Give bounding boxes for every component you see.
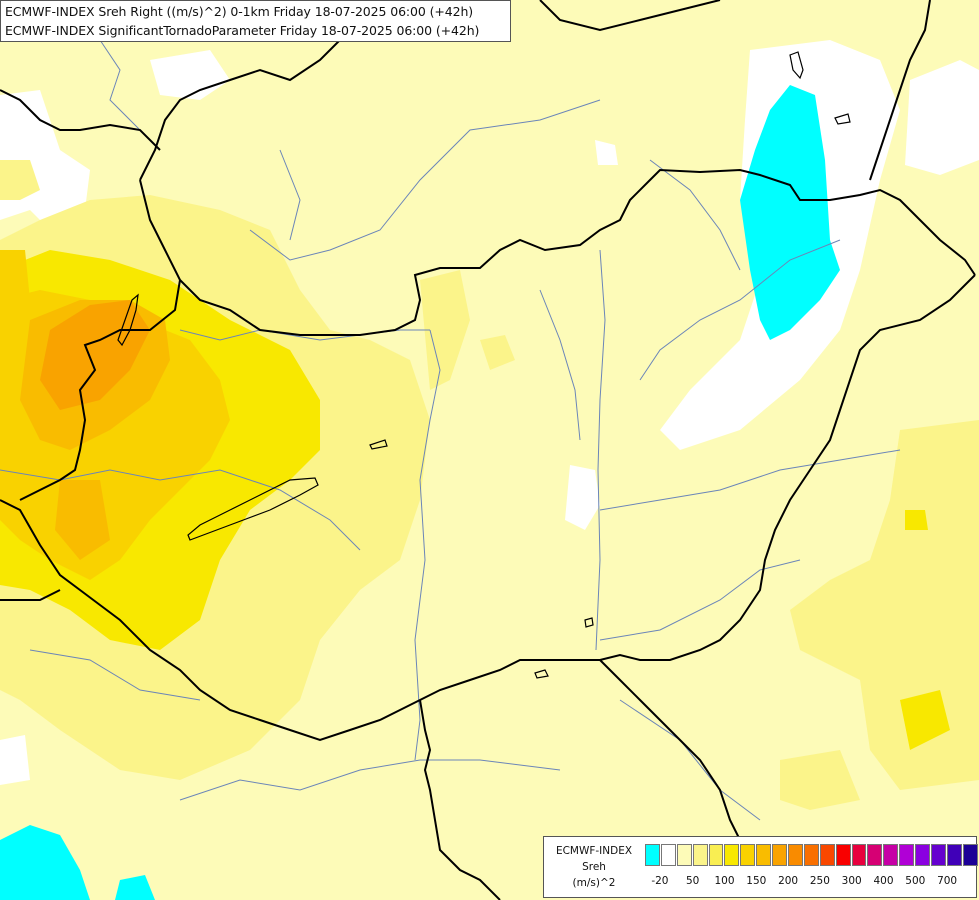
lakes	[117, 51, 851, 679]
legend-swatch	[851, 844, 867, 866]
map-title-box: ECMWF-INDEX Sreh Right ((m/s)^2) 0-1km F…	[0, 0, 511, 42]
rivers	[0, 39, 901, 821]
legend-tick-label: -20	[651, 875, 669, 887]
legend-parameter-label: Sreh	[582, 861, 606, 873]
legend-swatch	[803, 844, 819, 866]
legend-swatch	[724, 844, 740, 866]
legend-swatch	[756, 844, 772, 866]
legend-swatch	[788, 844, 803, 866]
water-zones	[0, 85, 840, 900]
legend-swatch	[867, 844, 883, 866]
legend-swatch	[772, 844, 788, 866]
legend-swatch	[660, 844, 676, 866]
legend-swatch	[819, 844, 835, 866]
legend-tick-label: 250	[809, 875, 830, 887]
map-title-secondary: ECMWF-INDEX SignificantTornadoParameter …	[5, 23, 480, 38]
legend-tick-label: 150	[746, 875, 767, 887]
legend-swatch	[931, 844, 946, 866]
legend-model-label: ECMWF-INDEX	[555, 845, 633, 857]
legend-swatches	[645, 844, 979, 866]
legend-swatch	[835, 844, 851, 866]
map-title-primary: ECMWF-INDEX Sreh Right ((m/s)^2) 0-1km F…	[5, 4, 474, 19]
legend-swatch	[915, 844, 931, 866]
legend-swatch	[883, 844, 899, 866]
legend-tick-label: 50	[686, 875, 700, 887]
legend-swatch	[962, 844, 978, 866]
legend-tick-label: 400	[873, 875, 894, 887]
legend-tick-label: 500	[905, 875, 926, 887]
legend-swatch	[645, 844, 660, 866]
legend-unit-label: (m/s)^2	[572, 877, 616, 889]
legend-tick-label: 100	[714, 875, 735, 887]
legend-swatch	[692, 844, 708, 866]
legend-swatch	[740, 844, 756, 866]
legend-tick-label: 200	[778, 875, 799, 887]
legend-swatch	[946, 844, 962, 866]
legend-tick-label: 300	[841, 875, 862, 887]
legend-swatch	[708, 844, 724, 866]
color-legend: ECMWF-INDEX Sreh (m/s)^2 -20 50 100 150 200 2…	[543, 836, 979, 898]
legend-swatch	[676, 844, 692, 866]
sreh-zones	[0, 160, 979, 810]
legend-swatch	[899, 844, 915, 866]
legend-tick-label: 700	[937, 875, 958, 887]
